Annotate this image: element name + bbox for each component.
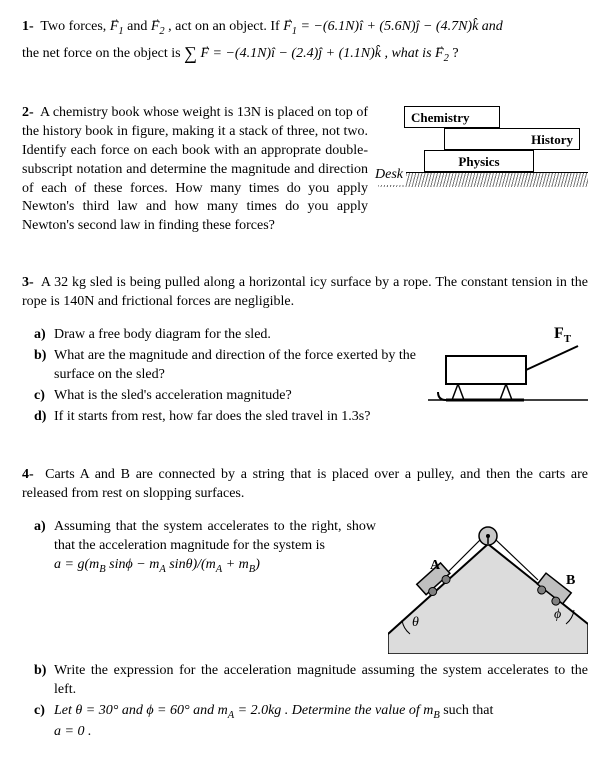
- desk-hatching: [378, 173, 588, 187]
- q3-a: a)Draw a free body diagram for the sled.: [34, 326, 416, 345]
- desk-label: Desk: [372, 166, 406, 185]
- problem-1-text: 1- Two forces, F1 and F2 , act on an obj…: [22, 18, 588, 66]
- problem-3: 3- A 32 kg sled is being pulled along a …: [22, 274, 588, 428]
- problem-2: 2- A chemistry book whose weight is 13N …: [22, 104, 588, 236]
- q3-c: c)What is the sled's acceleration magnit…: [34, 387, 416, 406]
- q3-intro: A 32 kg sled is being pulled along a hor…: [22, 275, 588, 309]
- q4-intro: Carts A and B are connected by a string …: [22, 467, 588, 501]
- sigma-icon: ∑: [184, 43, 197, 63]
- q4-b: b) Write the expression for the accelera…: [34, 662, 588, 700]
- q4-sublist-a: a) Assuming that the system accelerates …: [34, 518, 376, 577]
- q4-c-pre: Let θ = 30° and ϕ = 60° and m: [54, 703, 228, 718]
- q1-eq1-lhs: F: [283, 18, 292, 37]
- q4-number: 4-: [22, 467, 34, 482]
- book-chemistry-label: Chemistry: [411, 110, 470, 125]
- q1-text-b: and: [127, 19, 151, 34]
- q1-text-end: ?: [452, 46, 458, 61]
- problem-4: 4- Carts A and B are connected by a stri…: [22, 466, 588, 741]
- problem-3-intro: 3- A 32 kg sled is being pulled along a …: [22, 274, 588, 312]
- q1-text-a: Two forces,: [40, 19, 109, 34]
- q1-F2b-sub: 2: [444, 53, 449, 64]
- q3-a-text: Draw a free body diagram for the sled.: [54, 326, 416, 345]
- q1-F1-sub: 1: [118, 26, 123, 37]
- q1-F2-sub: 2: [159, 26, 164, 37]
- q1-line2-a: the net force on the object is: [22, 46, 184, 61]
- q4-c-text: Let θ = 30° and ϕ = 60° and mA = 2.0kg .…: [54, 702, 588, 742]
- q1-eq2-lhs: F: [200, 45, 209, 64]
- book-physics-label: Physics: [458, 154, 499, 169]
- q3-b: b)What are the magnitude and direction o…: [34, 347, 416, 385]
- q1-F1: F: [110, 18, 119, 37]
- q3-c-text: What is the sled's acceleration magnitud…: [54, 387, 416, 406]
- q4-b-text: Write the expression for the acceleratio…: [54, 662, 588, 700]
- desk-surface: [378, 172, 588, 187]
- q3-d: d)If it starts from rest, how far does t…: [34, 408, 416, 427]
- book-history: History: [444, 128, 580, 150]
- q4-a-eq: a = g(mB sinϕ − mA sinθ)/(mA + mB): [54, 557, 260, 572]
- q1-F2b: F: [435, 45, 444, 64]
- problem-1: 1- Two forces, F1 and F2 , act on an obj…: [22, 18, 588, 66]
- q1-text-c: , act on an object. If: [168, 19, 283, 34]
- cart-a-label: A: [430, 558, 441, 573]
- q1-eq1-sub: 1: [292, 26, 297, 37]
- q4-sublist-bc: b) Write the expression for the accelera…: [34, 662, 588, 742]
- book-physics: Physics: [424, 150, 534, 172]
- q4-c-mid: = 2.0kg . Determine the value of m: [234, 703, 433, 718]
- sled-figure-svg: FT: [428, 322, 588, 418]
- q1-F2: F: [151, 18, 160, 37]
- q2-body: A chemistry book whose weight is 13N is …: [22, 105, 368, 233]
- q1-number: 1-: [22, 19, 34, 34]
- problem-3-figure: FT: [428, 322, 588, 418]
- theta-label: θ: [412, 615, 419, 630]
- q4-c: c) Let θ = 30° and ϕ = 60° and mA = 2.0k…: [34, 702, 588, 742]
- phi-label: ϕ: [554, 607, 561, 622]
- pulley-figure-svg: A B θ ϕ: [388, 514, 588, 654]
- q1-eq2-rhs: = −(4.1N)î − (2.4)ĵ + (1.1N)k̂ , what is: [213, 46, 436, 61]
- problem-4-intro: 4- Carts A and B are connected by a stri…: [22, 466, 588, 504]
- q3-number: 3-: [22, 275, 34, 290]
- cart-b-label: B: [566, 573, 575, 588]
- q1-eq1-rhs: = −(6.1N)î + (5.6N)ĵ − (4.7N)k̂ and: [301, 19, 503, 34]
- ft-label: FT: [554, 325, 572, 345]
- q3-b-text: What are the magnitude and direction of …: [54, 347, 416, 385]
- q4-a-text: Assuming that the system accelerates to …: [54, 518, 376, 577]
- q3-d-text: If it starts from rest, how far does the…: [54, 408, 416, 427]
- q4-a-lead: Assuming that the system accelerates to …: [54, 519, 376, 553]
- q4-c-line2: a = 0 .: [54, 724, 91, 739]
- q4-a: a) Assuming that the system accelerates …: [34, 518, 376, 577]
- book-chemistry: Chemistry: [404, 106, 500, 128]
- q3-sublist: a)Draw a free body diagram for the sled.…: [34, 326, 416, 426]
- q4-c-end: such that: [440, 703, 494, 718]
- q2-number: 2-: [22, 105, 34, 120]
- problem-4-figure: A B θ ϕ: [388, 514, 588, 654]
- problem-2-text: 2- A chemistry book whose weight is 13N …: [22, 104, 368, 236]
- book-history-label: History: [531, 132, 573, 147]
- problem-2-figure: Chemistry History Physics Desk: [378, 106, 588, 226]
